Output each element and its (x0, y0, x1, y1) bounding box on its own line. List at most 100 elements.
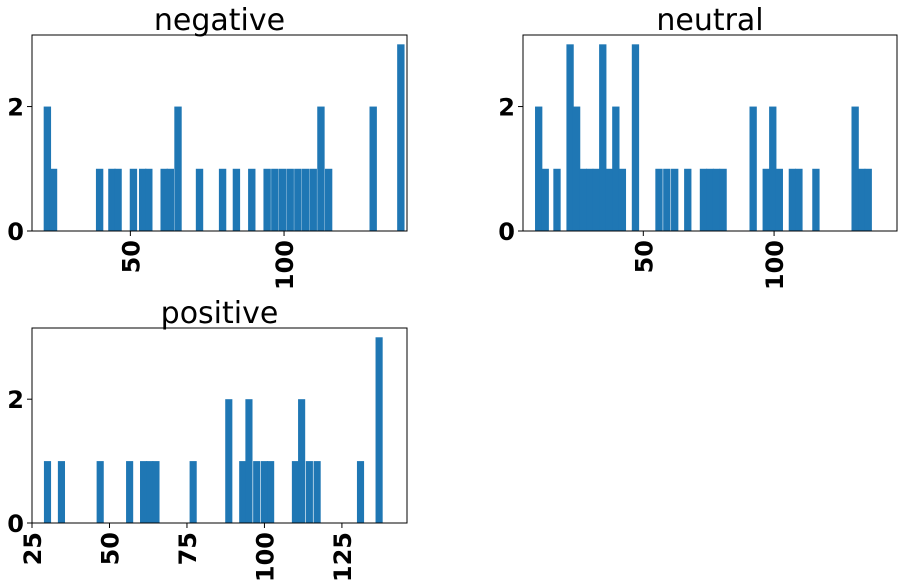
histogram-bar-negative-8 (160, 168, 168, 231)
histogram-bar-neutral-3 (566, 44, 574, 231)
histogram-bar-negative-19 (294, 168, 302, 231)
histogram-bar-neutral-25 (788, 168, 797, 231)
histogram-bar-negative-22 (317, 106, 325, 231)
histogram-bar-positive-8 (225, 399, 233, 523)
histogram-bar-negative-17 (278, 168, 287, 231)
histogram-bar-neutral-8 (599, 44, 607, 231)
histogram-bar-neutral-14 (663, 168, 671, 231)
histogram-bar-neutral-16 (684, 168, 692, 231)
histogram-bar-neutral-13 (655, 168, 663, 231)
histogram-bar-neutral-27 (812, 168, 820, 231)
histogram-bar-negative-3 (108, 168, 116, 231)
histogram-bar-negative-15 (263, 168, 271, 231)
y-tick-label-positive-2: 2 (7, 386, 24, 414)
histogram-bar-positive-18 (356, 461, 365, 523)
histogram-bar-negative-4 (114, 168, 122, 231)
histogram-bar-negative-7 (145, 168, 153, 231)
histogram-bar-negative-13 (232, 168, 241, 231)
histogram-bar-neutral-10 (612, 106, 620, 231)
histogram-bar-positive-16 (305, 461, 313, 523)
histogram-bar-positive-6 (152, 461, 160, 523)
histogram-bar-neutral-21 (749, 106, 757, 231)
histogram-bar-neutral-17 (699, 168, 708, 231)
ticks-negative: 0 2 50 100 (7, 94, 299, 291)
histogram-bar-negative-25 (397, 44, 405, 231)
ticks-neutral: 0 2 50 100 (498, 94, 789, 291)
histogram-bar-negative-5 (129, 168, 138, 231)
histogram-bar-neutral-6 (586, 168, 594, 231)
histogram-bar-neutral-11 (618, 168, 627, 231)
x-tick-label-neutral-100: 100 (761, 240, 789, 290)
histogram-bar-positive-4 (140, 461, 148, 523)
x-tick-label-positive-25: 25 (19, 532, 47, 565)
histogram-bar-positive-9 (239, 461, 247, 523)
histogram-bar-negative-10 (174, 106, 182, 231)
histogram-bar-negative-18 (286, 168, 294, 231)
histogram-bar-positive-15 (298, 399, 306, 523)
histogram-bar-neutral-1 (541, 168, 549, 231)
axes-frame-positive (31, 327, 408, 524)
histogram-bar-neutral-9 (605, 168, 613, 231)
subplot-title-neutral: neutral (656, 3, 763, 38)
histogram-bar-positive-5 (146, 461, 154, 523)
histogram-bar-neutral-30 (864, 168, 872, 231)
histogram-bar-negative-12 (218, 168, 227, 231)
subplot-positive: 0 2 25 50 75 100 125 positive (7, 296, 408, 582)
histogram-bar-negative-2 (95, 168, 104, 231)
histogram-bar-neutral-4 (572, 106, 581, 231)
histogram-bar-neutral-26 (795, 168, 803, 231)
x-tick-label-negative-100: 100 (271, 240, 299, 290)
histogram-bar-negative-20 (301, 168, 310, 231)
y-tick-label-neutral-2: 2 (498, 94, 515, 122)
x-tick-label-negative-50: 50 (117, 240, 145, 273)
histogram-bar-neutral-29 (858, 168, 866, 231)
histogram-bar-negative-23 (324, 168, 333, 231)
histogram-bar-negative-16 (271, 168, 279, 231)
histogram-bar-positive-0 (43, 461, 52, 523)
x-tick-label-positive-100: 100 (251, 532, 279, 582)
histogram-bar-negative-9 (166, 168, 175, 231)
bars-neutral (535, 44, 872, 231)
histogram-bar-positive-3 (126, 461, 134, 523)
bars-positive (43, 337, 383, 523)
histogram-bar-neutral-28 (851, 106, 859, 231)
histogram-bar-neutral-12 (631, 44, 640, 231)
histogram-bar-positive-11 (253, 461, 261, 523)
histogram-bar-positive-2 (96, 461, 104, 523)
axes-frame-neutral (522, 34, 898, 232)
x-tick-label-positive-125: 125 (329, 532, 357, 582)
histogram-bar-positive-10 (245, 399, 253, 523)
histogram-bar-neutral-0 (535, 106, 543, 231)
axes-frame-negative (31, 34, 408, 232)
histogram-bar-neutral-2 (553, 168, 561, 231)
histogram-bar-positive-13 (267, 461, 275, 523)
histogram-bar-neutral-22 (762, 168, 770, 231)
histogram-bar-negative-11 (195, 168, 204, 231)
histogram-bar-negative-21 (309, 168, 317, 231)
x-tick-label-positive-75: 75 (174, 532, 202, 565)
x-tick-label-neutral-50: 50 (630, 240, 658, 273)
histogram-bar-positive-1 (57, 461, 66, 523)
y-tick-label-negative-0: 0 (7, 218, 24, 246)
histogram-bar-neutral-20 (719, 168, 727, 231)
histogram-bar-neutral-18 (706, 168, 714, 231)
histogram-bar-negative-24 (369, 106, 377, 231)
histogram-bar-positive-19 (375, 337, 383, 523)
histogram-bar-negative-0 (43, 106, 52, 231)
histogram-bar-negative-14 (248, 168, 256, 231)
y-tick-label-negative-2: 2 (7, 94, 24, 122)
histogram-bar-neutral-7 (592, 168, 600, 231)
histogram-bar-neutral-5 (579, 168, 587, 231)
histogram-bar-neutral-24 (775, 168, 783, 231)
histogram-bar-negative-1 (49, 168, 58, 231)
subplot-neutral: 0 2 50 100 neutral (498, 3, 898, 291)
subplot-negative: 0 2 50 100 negative (7, 3, 408, 291)
y-tick-label-neutral-0: 0 (498, 218, 515, 246)
histogram-bar-neutral-19 (712, 168, 721, 231)
ticks-positive: 0 2 25 50 75 100 125 (7, 386, 357, 582)
histogram-bar-positive-12 (260, 461, 268, 523)
subplot-title-positive: positive (161, 296, 279, 331)
histogram-bar-positive-7 (189, 461, 197, 523)
